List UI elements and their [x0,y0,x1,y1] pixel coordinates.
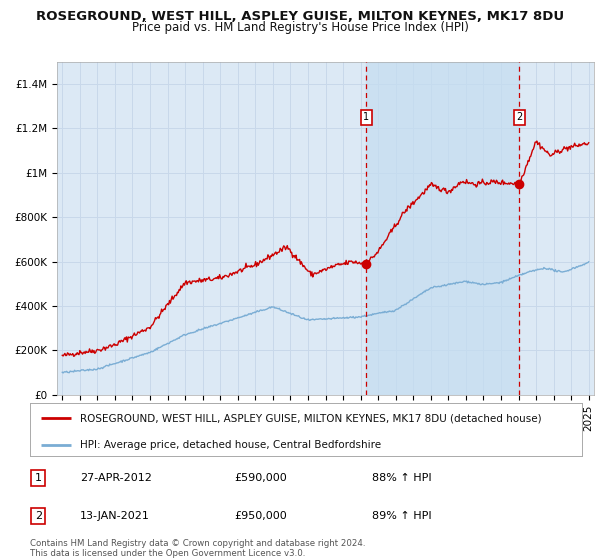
Text: Price paid vs. HM Land Registry's House Price Index (HPI): Price paid vs. HM Land Registry's House … [131,21,469,34]
Text: ROSEGROUND, WEST HILL, ASPLEY GUISE, MILTON KEYNES, MK17 8DU: ROSEGROUND, WEST HILL, ASPLEY GUISE, MIL… [36,10,564,23]
Text: £950,000: £950,000 [234,511,287,521]
Text: ROSEGROUND, WEST HILL, ASPLEY GUISE, MILTON KEYNES, MK17 8DU (detached house): ROSEGROUND, WEST HILL, ASPLEY GUISE, MIL… [80,413,541,423]
Text: Contains HM Land Registry data © Crown copyright and database right 2024.
This d: Contains HM Land Registry data © Crown c… [30,539,365,558]
Text: HPI: Average price, detached house, Central Bedfordshire: HPI: Average price, detached house, Cent… [80,440,381,450]
Text: 13-JAN-2021: 13-JAN-2021 [80,511,149,521]
Bar [366,62,519,395]
Text: 2: 2 [35,511,42,521]
Text: 27-APR-2012: 27-APR-2012 [80,473,152,483]
Text: 2: 2 [516,112,523,122]
Text: 1: 1 [35,473,42,483]
Text: 1: 1 [363,112,369,122]
Text: 89% ↑ HPI: 89% ↑ HPI [372,511,432,521]
Text: 88% ↑ HPI: 88% ↑ HPI [372,473,432,483]
Text: £590,000: £590,000 [234,473,287,483]
